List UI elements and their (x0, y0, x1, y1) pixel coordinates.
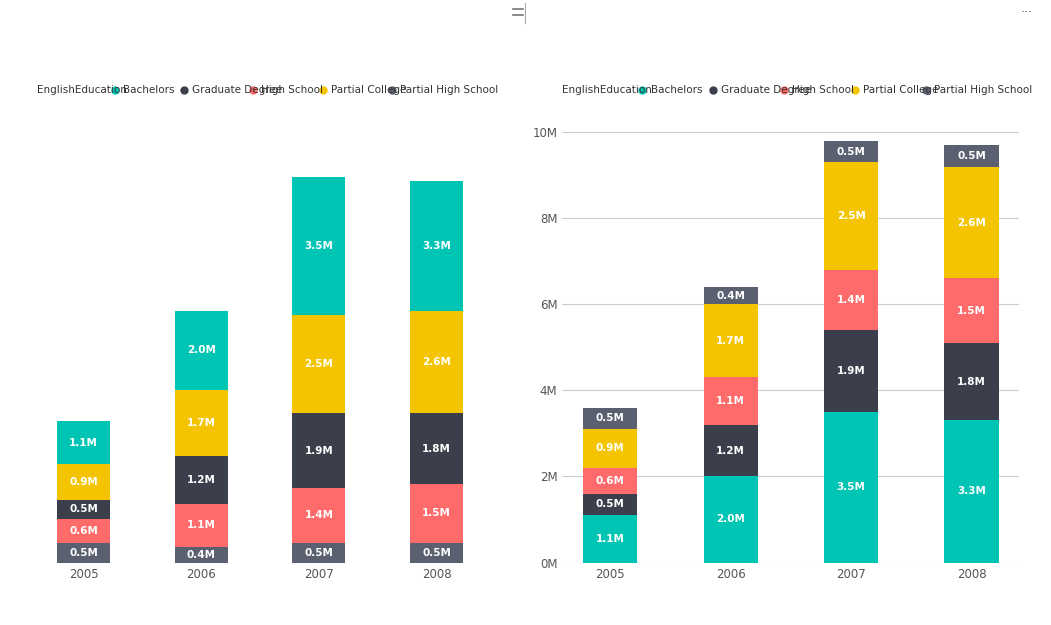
Bar (583, 494, 637, 515)
Text: 0.5M: 0.5M (69, 504, 98, 514)
Bar (583, 429, 637, 468)
Text: 0.5M: 0.5M (837, 146, 866, 156)
Text: 1.9M: 1.9M (305, 446, 333, 456)
Text: EnglishEducation: EnglishEducation (562, 85, 653, 95)
Text: 0.4M: 0.4M (716, 291, 745, 301)
Bar (410, 484, 463, 543)
Text: Partial College: Partial College (331, 85, 406, 95)
Bar (703, 304, 758, 378)
Text: 1.5M: 1.5M (957, 306, 986, 316)
Text: Graduate Degree: Graduate Degree (721, 85, 811, 95)
Text: 0.5M: 0.5M (423, 548, 451, 558)
Bar (57, 499, 110, 519)
Text: 1.1M: 1.1M (187, 520, 215, 530)
Text: Bachelors: Bachelors (123, 85, 174, 95)
Text: 1.1M: 1.1M (716, 396, 745, 406)
Bar (292, 177, 346, 315)
Bar (583, 515, 637, 562)
Text: 2.0M: 2.0M (187, 346, 215, 356)
Bar (292, 488, 346, 543)
Bar (57, 519, 110, 543)
Text: 1.2M: 1.2M (716, 446, 745, 456)
Bar (57, 543, 110, 562)
Bar (174, 504, 228, 547)
Bar (703, 425, 758, 476)
Text: Partial High School: Partial High School (400, 85, 498, 95)
Text: Graduate Degree: Graduate Degree (192, 85, 283, 95)
Text: Bachelors: Bachelors (651, 85, 702, 95)
Text: 2.0M: 2.0M (716, 514, 745, 524)
Text: 1.1M: 1.1M (69, 438, 98, 448)
Text: 3.3M: 3.3M (957, 486, 986, 496)
Bar (703, 476, 758, 562)
Text: 2.6M: 2.6M (423, 357, 451, 367)
Text: 0.6M: 0.6M (69, 526, 98, 536)
Text: 0.5M: 0.5M (305, 548, 333, 558)
Text: Stacked Column Chart: Stacked Column Chart (679, 39, 903, 56)
Text: 3.3M: 3.3M (423, 241, 451, 251)
Bar (703, 287, 758, 304)
Bar (57, 421, 110, 464)
Text: 3.5M: 3.5M (305, 241, 333, 251)
Text: 1.5M: 1.5M (423, 508, 451, 518)
Bar (824, 412, 879, 562)
Bar (410, 311, 463, 413)
Bar (57, 464, 110, 499)
Text: 0.4M: 0.4M (187, 549, 215, 559)
Bar (410, 543, 463, 562)
Text: 1.1M: 1.1M (596, 534, 624, 544)
Text: 0.5M: 0.5M (69, 548, 98, 558)
Text: ···: ··· (1021, 6, 1033, 19)
Text: High School: High School (262, 85, 324, 95)
Bar (174, 311, 228, 389)
Text: 0.5M: 0.5M (957, 151, 986, 161)
Bar (703, 378, 758, 425)
Bar (292, 315, 346, 413)
Text: 1.8M: 1.8M (423, 444, 451, 454)
Text: EnglishEducation: EnglishEducation (37, 85, 127, 95)
Text: 1.7M: 1.7M (716, 336, 745, 346)
Bar (174, 389, 228, 456)
Bar (824, 270, 879, 330)
Bar (945, 167, 998, 279)
Bar (945, 421, 998, 562)
Text: 2.6M: 2.6M (957, 217, 986, 227)
Text: 1.7M: 1.7M (187, 418, 215, 428)
Text: Partial College: Partial College (863, 85, 939, 95)
Text: Partial High School: Partial High School (934, 85, 1032, 95)
Text: 2.5M: 2.5M (305, 359, 333, 369)
Text: 0.5M: 0.5M (596, 413, 624, 423)
Text: 0.5M: 0.5M (596, 499, 624, 509)
Text: High School: High School (792, 85, 854, 95)
Bar (945, 145, 998, 167)
Text: 3.5M: 3.5M (837, 482, 866, 492)
Bar (945, 343, 998, 421)
Bar (583, 468, 637, 494)
Text: Ribbon Chart: Ribbon Chart (194, 39, 326, 56)
Bar (292, 413, 346, 488)
Text: 0.9M: 0.9M (69, 477, 98, 487)
Bar (583, 408, 637, 429)
Text: 0.9M: 0.9M (596, 444, 624, 454)
Bar (824, 330, 879, 412)
Bar (945, 279, 998, 343)
Bar (292, 543, 346, 562)
Text: 1.4M: 1.4M (305, 511, 333, 521)
Text: 1.8M: 1.8M (957, 377, 986, 387)
Text: 1.9M: 1.9M (837, 366, 865, 376)
Text: 0.6M: 0.6M (596, 476, 624, 486)
Bar (174, 456, 228, 504)
Text: 2.5M: 2.5M (837, 211, 866, 221)
Text: 1.2M: 1.2M (187, 475, 215, 485)
Bar (410, 181, 463, 311)
Text: 1.4M: 1.4M (837, 295, 866, 305)
Bar (410, 413, 463, 484)
Bar (174, 547, 228, 562)
Bar (824, 141, 879, 162)
Bar (824, 162, 879, 270)
